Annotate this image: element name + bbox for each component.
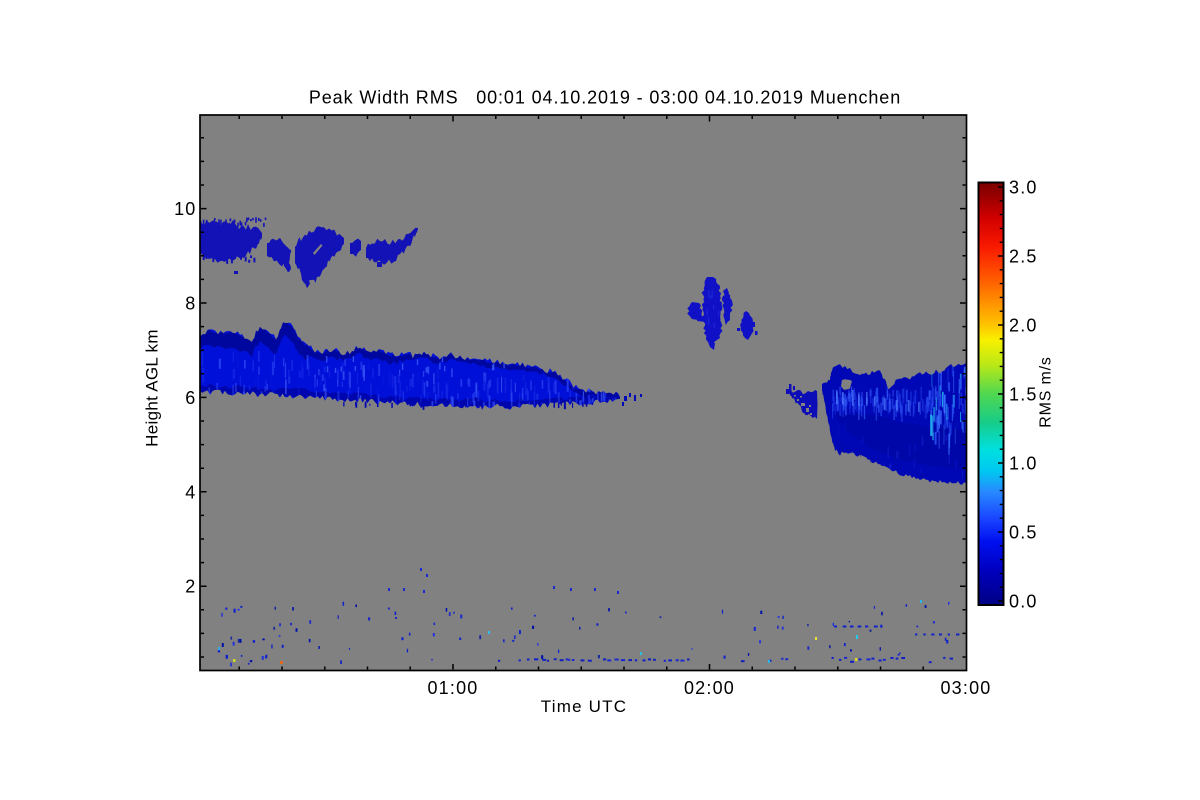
svg-text:03:00: 03:00 <box>940 678 991 698</box>
svg-text:Height AGL km: Height AGL km <box>143 329 162 447</box>
svg-text:2.5: 2.5 <box>1009 247 1038 267</box>
svg-text:0.5: 0.5 <box>1009 523 1038 543</box>
svg-text:Peak Width RMS 00:01 04.10.2: Peak Width RMS 00:01 04.10.2019 - 03:00 … <box>309 88 901 108</box>
svg-text:02:00: 02:00 <box>684 678 735 698</box>
svg-text:1.0: 1.0 <box>1009 454 1038 474</box>
svg-text:1.5: 1.5 <box>1009 385 1038 405</box>
svg-text:10: 10 <box>174 199 196 219</box>
svg-text:3.0: 3.0 <box>1009 178 1038 198</box>
svg-text:0.0: 0.0 <box>1009 592 1038 612</box>
svg-text:4: 4 <box>185 482 196 502</box>
svg-text:01:00: 01:00 <box>427 678 478 698</box>
svg-text:RMS m/s: RMS m/s <box>1038 356 1055 427</box>
svg-text:6: 6 <box>185 388 196 408</box>
svg-text:2.0: 2.0 <box>1009 316 1038 336</box>
svg-text:8: 8 <box>185 294 196 314</box>
svg-text:Time UTC: Time UTC <box>541 697 627 716</box>
svg-text:2: 2 <box>185 577 196 597</box>
